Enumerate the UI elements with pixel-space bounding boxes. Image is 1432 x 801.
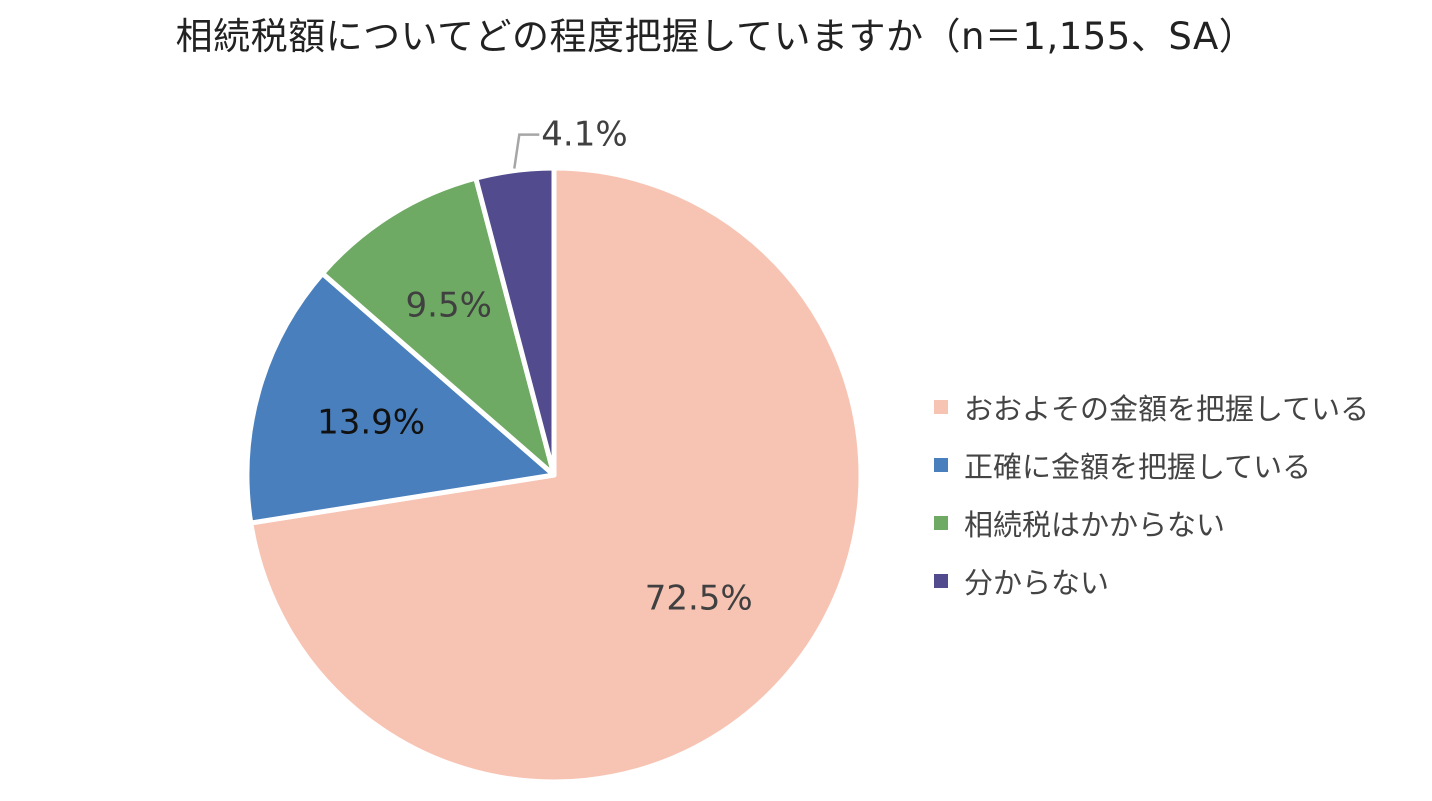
legend-swatch	[934, 400, 948, 414]
legend-swatch	[934, 516, 948, 530]
data-label: 72.5%	[645, 579, 753, 619]
legend-label: 分からない	[964, 566, 1110, 600]
pie-slice	[473, 165, 557, 478]
data-label: 9.5%	[406, 286, 492, 326]
legend-item: 正確に金額を把握している	[934, 436, 1369, 494]
pie-slice	[244, 270, 557, 526]
leader-line	[513, 133, 540, 169]
legend-swatch	[934, 574, 948, 588]
legend-item: 分からない	[934, 552, 1369, 610]
legend-label: 相続税はかからない	[964, 508, 1226, 542]
data-label: 4.1%	[541, 115, 627, 155]
data-label: 13.9%	[317, 403, 425, 443]
legend-item: おおよその金額を把握している	[934, 378, 1369, 436]
legend-item: 相続税はかからない	[934, 494, 1369, 552]
legend-swatch	[934, 458, 948, 472]
pie-slice	[319, 175, 557, 478]
chart-title: 相続税額についてどの程度把握していますか（n＝1,155、SA）	[175, 15, 1257, 58]
legend: おおよその金額を把握している 正確に金額を把握している 相続税はかからない 分か…	[934, 378, 1369, 610]
legend-label: 正確に金額を把握している	[964, 450, 1312, 484]
legend-label: おおよその金額を把握している	[964, 392, 1370, 426]
